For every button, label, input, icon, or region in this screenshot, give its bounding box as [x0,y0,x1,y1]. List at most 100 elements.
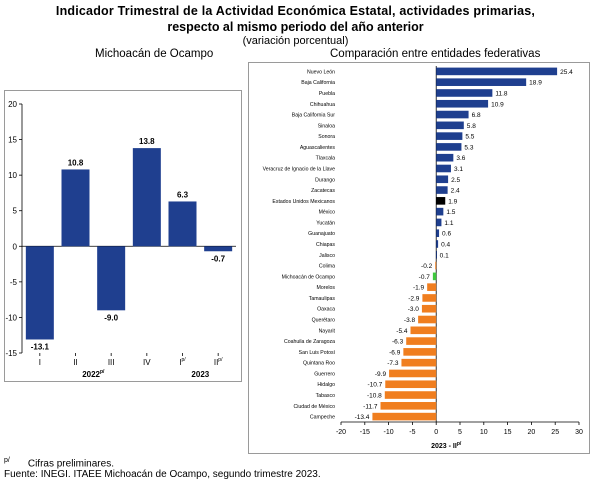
bar [436,143,462,151]
data-label: 3.1 [454,166,463,173]
x-axis-title: 2023 - IIp/ [431,441,462,450]
data-label: 1.1 [444,220,453,227]
x-tick-label: Ip/ [179,357,186,367]
bar [436,99,489,108]
y-tick-label: -5 [10,278,18,287]
data-label: 6.8 [472,112,481,119]
bar [436,218,442,227]
state-label: Coahuila de Zaragoza [284,339,335,345]
state-label: Sonora [318,134,335,140]
bar [97,246,126,311]
bar [436,67,558,76]
michoacan-quarterly-bar-chart: -15 -10 -5 0 5 10 15 20 -13.1 I 10.8 II -9.0 III 13.8 I… [5,100,236,379]
footnote-text: Cifras preliminares. [27,458,114,470]
state-label: Chiapas [316,242,335,248]
data-label: 11.8 [495,90,508,97]
data-label: 25.4 [560,69,573,76]
state-label: Baja California Sur [292,113,336,119]
state-label: Aguascalientes [300,145,336,151]
data-label: -5.4 [396,328,408,335]
bar [421,304,437,313]
chart-title-units: (variación porcentual) [242,35,349,47]
data-label: 6.3 [177,190,189,199]
state-label: Yucatán [316,220,335,226]
data-label: -13.4 [355,414,370,421]
y-tick-label: 15 [8,136,17,145]
bar [436,153,454,162]
year-group-superscript: p/ [100,369,105,375]
bar [389,369,437,378]
x-tick-label: 15 [504,429,512,436]
bar [132,148,161,247]
bar [384,391,437,399]
state-label: Nuevo León [307,69,335,75]
state-label: Jalisco [319,253,335,259]
state-label: Puebla [319,91,335,97]
y-tick-label: -10 [5,313,17,322]
state-label: Guanajuato [308,231,335,237]
data-label: 3.6 [456,155,465,162]
x-tick-label: III [108,358,115,367]
state-label: Michoacán de Ocampo [282,274,335,280]
bar [168,201,197,247]
data-label: -7.3 [387,360,399,367]
bar [435,261,437,270]
bar [204,246,233,252]
x-tick-label: -20 [336,429,346,436]
state-label: Veracruz de Ignacio de la Llave [263,166,335,172]
data-label: 18.9 [529,80,542,87]
y-tick-label: 5 [13,207,18,216]
state-label: Zacatecas [311,188,335,194]
state-label: Durango [315,177,335,183]
bar [436,250,437,259]
data-label: 2.5 [451,177,460,184]
data-label: -3.0 [408,306,420,313]
x-tick-label: 5 [458,429,462,436]
bar [436,89,493,97]
footnote-symbol: p/ [4,457,10,464]
data-label: -13.1 [31,342,50,351]
data-label: -6.3 [392,339,404,346]
data-label: 10.8 [68,158,84,167]
data-label: -9.9 [375,371,387,378]
bar [436,240,439,248]
bar [436,121,464,130]
data-label: 1.9 [448,198,457,205]
x-tick-label: 10 [480,429,488,436]
state-label: Sinaloa [318,123,335,129]
bar [436,132,463,140]
state-label: Campeche [310,415,335,421]
bar [436,110,469,119]
bar [422,294,437,302]
bar [436,164,451,173]
data-label: 0.1 [440,252,449,259]
x-tick-label: -10 [384,429,394,436]
x-tick-label: -15 [360,429,370,436]
state-label: Tlaxcala [316,156,335,162]
source-note: Fuente: INEGI. ITAEE Michoacán de Ocampo… [4,469,321,480]
state-label: México [319,210,336,216]
bar [436,186,448,194]
data-label: -3.8 [404,317,416,324]
data-label: 5.3 [464,144,473,151]
data-label: -0.7 [419,274,431,281]
chart-title-line2: respecto al mismo periodo del año anteri… [167,20,424,34]
left-chart-subtitle: Michoacán de Ocampo [95,48,214,60]
y-tick-label: 20 [8,100,17,109]
y-tick-label: 10 [8,171,17,180]
bar [372,412,437,421]
data-label: -6.9 [389,349,401,356]
state-label: Quintana Roo [303,361,335,367]
data-label: 2.4 [451,188,460,195]
bar [385,380,437,389]
state-label: Colima [319,264,335,270]
x-tick-superscript: p/ [182,357,187,363]
bar [403,348,437,356]
state-label: Querétaro [312,318,335,324]
state-label: San Luis Potosí [299,350,336,356]
data-label: 0.4 [441,242,450,249]
bar [410,326,437,335]
bar [436,197,446,205]
chart-title-line1: Indicador Trimestral de la Actividad Eco… [55,4,536,18]
x-tick-label: IV [143,358,151,367]
